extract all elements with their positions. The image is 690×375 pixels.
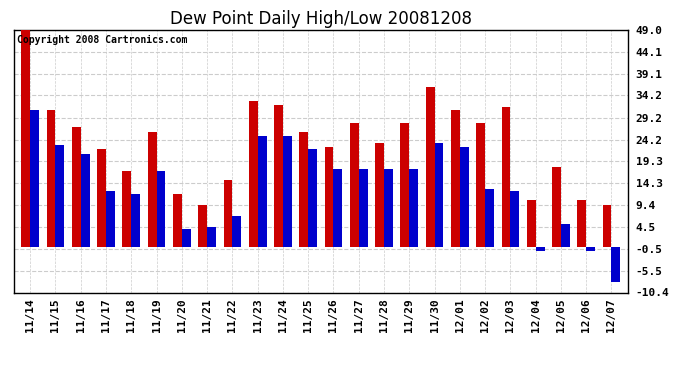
Bar [173, 194, 182, 246]
Bar [602, 204, 611, 246]
Bar [586, 246, 595, 251]
Bar [409, 169, 418, 246]
Bar [207, 226, 216, 246]
Bar [257, 136, 266, 246]
Bar [299, 132, 308, 246]
Bar [535, 246, 544, 251]
Bar [198, 204, 207, 246]
Bar [55, 145, 64, 246]
Bar [47, 110, 55, 246]
Bar [435, 143, 444, 246]
Bar [283, 136, 292, 246]
Bar [350, 123, 359, 246]
Bar [224, 180, 233, 246]
Bar [308, 149, 317, 246]
Bar [526, 200, 535, 246]
Bar [157, 171, 166, 246]
Title: Dew Point Daily High/Low 20081208: Dew Point Daily High/Low 20081208 [170, 10, 472, 28]
Bar [552, 167, 561, 246]
Bar [148, 132, 157, 246]
Bar [502, 107, 511, 246]
Bar [72, 127, 81, 246]
Bar [81, 154, 90, 246]
Bar [233, 216, 241, 246]
Bar [274, 105, 283, 246]
Bar [611, 246, 620, 282]
Bar [476, 123, 485, 246]
Bar [578, 200, 586, 246]
Bar [106, 191, 115, 246]
Bar [451, 110, 460, 246]
Bar [460, 147, 469, 246]
Bar [375, 143, 384, 246]
Bar [182, 229, 190, 246]
Bar [324, 147, 333, 246]
Bar [426, 87, 435, 246]
Bar [359, 169, 368, 246]
Bar [333, 169, 342, 246]
Bar [131, 194, 140, 246]
Bar [511, 191, 520, 246]
Bar [122, 171, 131, 246]
Bar [30, 110, 39, 246]
Bar [485, 189, 494, 246]
Bar [400, 123, 409, 246]
Bar [384, 169, 393, 246]
Bar [249, 101, 257, 246]
Bar [21, 30, 30, 246]
Text: Copyright 2008 Cartronics.com: Copyright 2008 Cartronics.com [17, 35, 187, 45]
Bar [97, 149, 106, 246]
Bar [561, 225, 570, 246]
